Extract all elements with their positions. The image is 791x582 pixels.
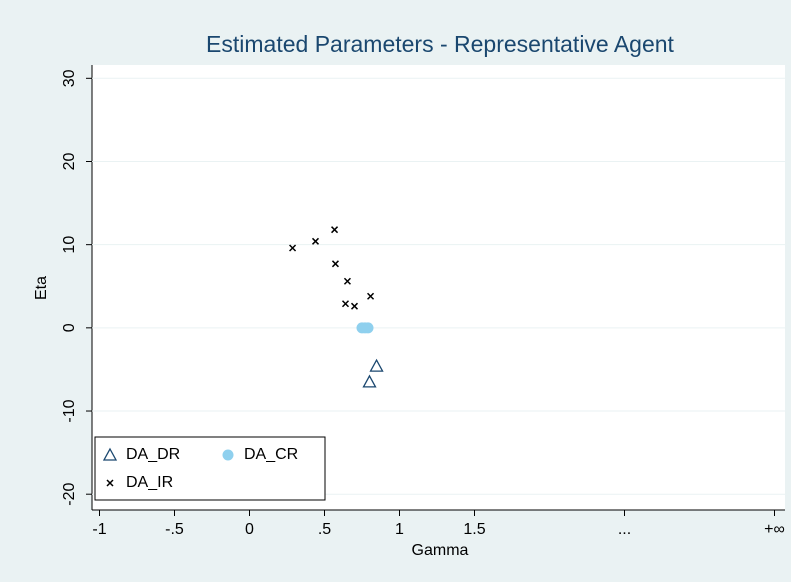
point bbox=[362, 374, 377, 388]
y-tick-label: -10 bbox=[61, 399, 78, 422]
legend-label: DA_DR bbox=[126, 446, 180, 463]
legend-box bbox=[94, 436, 326, 501]
y-tick-label: 0 bbox=[61, 323, 78, 332]
legend-marker bbox=[102, 447, 118, 461]
y-tick-label: 30 bbox=[61, 69, 78, 87]
x-tick-label: -.5 bbox=[165, 521, 184, 538]
x-tick-label: .5 bbox=[318, 521, 331, 538]
point bbox=[369, 358, 384, 372]
y-tick-label: 10 bbox=[61, 236, 78, 254]
x-tick-label: +∞ bbox=[764, 521, 785, 538]
x-tick-label: ... bbox=[618, 521, 631, 538]
legend-marker bbox=[222, 449, 234, 461]
point bbox=[343, 277, 351, 285]
y-tick-label: 20 bbox=[61, 152, 78, 170]
y-axis-title: Eta bbox=[33, 276, 50, 300]
x-tick-label: -1 bbox=[92, 521, 106, 538]
chart-title: Estimated Parameters - Representative Ag… bbox=[206, 31, 675, 57]
legend-label: DA_CR bbox=[244, 446, 298, 463]
legend-label: DA_IR bbox=[126, 474, 173, 491]
x-tick-label: 0 bbox=[245, 521, 254, 538]
point bbox=[311, 237, 320, 245]
plot-area bbox=[92, 65, 785, 510]
point bbox=[289, 244, 297, 252]
point bbox=[341, 300, 350, 308]
point bbox=[331, 226, 339, 234]
point bbox=[331, 260, 339, 268]
x-axis-title: Gamma bbox=[412, 542, 469, 559]
x-tick-label: 1.5 bbox=[463, 521, 485, 538]
point bbox=[350, 302, 359, 310]
y-tick-label: -20 bbox=[61, 483, 78, 506]
legend-marker bbox=[106, 479, 114, 487]
point bbox=[362, 322, 374, 334]
x-tick-label: 1 bbox=[395, 521, 404, 538]
point bbox=[367, 292, 375, 300]
